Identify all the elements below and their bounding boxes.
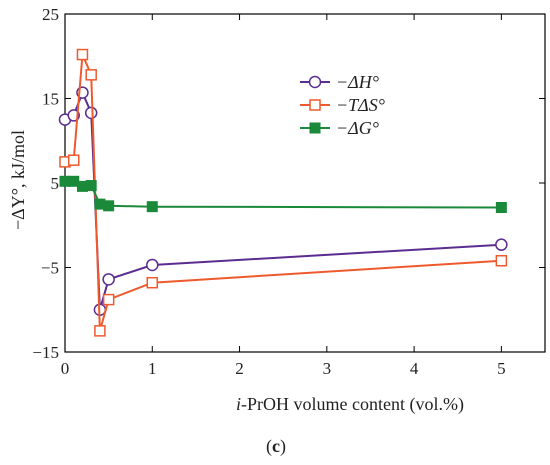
y-tick-label: 15 [42, 90, 59, 109]
x-axis-title: i-PrOH volume content (vol.%) [236, 394, 464, 415]
data-point [146, 201, 158, 213]
legend-marker [309, 99, 321, 111]
data-point [76, 48, 89, 61]
x-tick-label: 1 [148, 359, 157, 378]
legend-label: −TΔS° [336, 95, 385, 115]
legend: −ΔH° −TΔS° −ΔG° [300, 72, 385, 138]
y-tick-label: 5 [51, 174, 60, 193]
legend-label: −ΔH° [336, 72, 379, 92]
y-tick-label: −15 [32, 343, 59, 362]
x-tick-label: 4 [410, 359, 419, 378]
y-axis-title: −ΔY°, kJ/mol [8, 130, 28, 230]
legend-marker [309, 122, 321, 134]
x-tick-label: 2 [235, 359, 244, 378]
data-point [67, 154, 80, 166]
legend-marker [308, 75, 322, 89]
data-point [85, 180, 97, 192]
panel-caption: (c) [266, 436, 286, 457]
data-point [103, 200, 115, 212]
series-2 [59, 175, 507, 214]
series-line [64, 89, 502, 311]
series-line [65, 180, 502, 209]
data-point [84, 106, 98, 120]
y-tick-label: 25 [42, 5, 59, 24]
series-line [64, 54, 502, 332]
data-point [146, 276, 159, 289]
data-point [85, 69, 97, 81]
series-layer [58, 48, 508, 337]
plot-frame [64, 13, 546, 353]
legend-label: −ΔG° [336, 118, 379, 138]
x-axis-ticks: 0 1 2 3 4 5 [61, 14, 506, 378]
x-axis-title-rest: -PrOH volume content (vol.%) [241, 394, 464, 415]
series-0 [58, 86, 508, 316]
x-tick-label: 3 [323, 359, 332, 378]
y-tick-label: −5 [41, 259, 59, 278]
y-axis-ticks: −15 −5 5 15 25 [32, 5, 545, 362]
x-tick-label: 0 [61, 359, 70, 378]
data-point [102, 293, 115, 306]
data-point [495, 238, 508, 251]
data-point [495, 254, 508, 267]
x-tick-label: 5 [497, 359, 506, 378]
data-point [495, 202, 507, 214]
plot-border [64, 13, 546, 353]
series-1 [59, 48, 508, 337]
data-point [146, 258, 159, 272]
data-point [94, 325, 106, 337]
data-point [102, 273, 115, 286]
